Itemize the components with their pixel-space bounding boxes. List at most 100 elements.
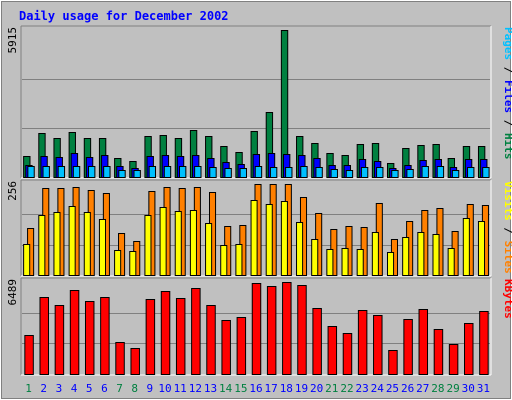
- pages-bar: [42, 166, 50, 178]
- kbytes-bar: [39, 297, 49, 375]
- chart-title: Daily usage for December 2002: [19, 9, 229, 23]
- pages-bar: [421, 166, 429, 178]
- day-label: 31: [477, 382, 490, 395]
- visits-bar: [189, 210, 197, 276]
- pages-bar: [27, 166, 35, 178]
- day-label: 10: [158, 382, 171, 395]
- pages-bar: [360, 167, 369, 178]
- visits-bar: [144, 215, 152, 276]
- kbytes-bar: [191, 288, 201, 375]
- visits-bar: [447, 248, 455, 276]
- visits-bar: [174, 211, 182, 276]
- middle-legend-text: Visits / Sites: [502, 181, 512, 274]
- kbytes-bar: [433, 329, 444, 375]
- pages-bar: [178, 166, 187, 178]
- day-label: 6: [101, 382, 108, 395]
- day-label: 8: [131, 382, 138, 395]
- day-label: 18: [280, 382, 293, 395]
- chart-panels: 5915 Pages / Files / Hits 256 Visits / Site…: [6, 25, 512, 376]
- kbytes-bar: [221, 320, 231, 375]
- day-label: 1: [25, 382, 32, 395]
- visits-bar: [432, 234, 440, 276]
- visits-bar: [114, 250, 122, 276]
- pages-bar: [163, 166, 172, 178]
- day-label: 11: [174, 382, 187, 395]
- pages-bar: [406, 169, 414, 178]
- kbytes-bar: [236, 317, 247, 375]
- pages-bar: [72, 166, 81, 178]
- x-axis-day-labels: 1 2 3 4 5 6 7 8 9 10 11 12 13 14 15 16 17 18 19 20 21 22 23 24 2…: [25, 382, 490, 395]
- bottom-legend-text: KBytes: [502, 279, 512, 319]
- day-label: 28: [431, 382, 444, 395]
- pages-bar: [269, 167, 278, 178]
- kbytes-bar: [282, 282, 292, 375]
- kbytes-bar: [100, 297, 110, 375]
- visits-bar: [386, 252, 395, 276]
- kbytes-bar: [115, 342, 125, 375]
- visits-bar: [235, 244, 243, 276]
- visits-bar: [98, 219, 106, 276]
- kbytes-bar: [464, 323, 474, 375]
- middle-panel: 256 Visits / Sites: [6, 179, 512, 277]
- pages-bar: [148, 166, 157, 178]
- day-label: 3: [56, 382, 63, 395]
- day-label: 4: [71, 382, 78, 395]
- kbytes-bar: [312, 308, 322, 375]
- day-label: 12: [189, 382, 202, 395]
- visits-bar: [159, 207, 167, 276]
- day-label: 24: [371, 382, 385, 395]
- day-label: 7: [116, 382, 123, 395]
- visits-bar: [23, 244, 31, 276]
- kbytes-bar: [266, 286, 277, 375]
- visits-bar: [265, 204, 273, 276]
- kbytes-bar: [403, 319, 413, 375]
- day-label: 17: [265, 382, 278, 395]
- day-label: 21: [325, 382, 338, 395]
- day-label: 9: [147, 382, 154, 395]
- kbytes-bar: [69, 290, 80, 375]
- visits-bar: [83, 212, 91, 276]
- day-label: 14: [219, 382, 233, 395]
- visits-bar: [250, 200, 258, 276]
- kbytes-bar: [160, 291, 171, 375]
- kbytes-bar: [388, 350, 398, 375]
- kbytes-bar: [24, 335, 34, 375]
- bottom-legend: KBytes: [502, 279, 512, 319]
- pages-bar: [88, 166, 96, 178]
- day-label: 30: [462, 382, 475, 395]
- visits-bar: [417, 232, 425, 276]
- legend-files: Files: [502, 80, 512, 113]
- kbytes-bar: [130, 348, 140, 375]
- pages-bar: [330, 169, 338, 178]
- visits-bar: [311, 239, 319, 276]
- pages-bar: [239, 168, 247, 178]
- legend-separator: /: [502, 221, 512, 241]
- top-legend: Pages / Files / Hits: [502, 27, 512, 160]
- pages-bar: [300, 166, 308, 178]
- visits-bar: [477, 221, 486, 276]
- kbytes-bar: [448, 344, 459, 375]
- day-label: 13: [204, 382, 217, 395]
- legend-pages: Pages: [502, 27, 512, 60]
- visits-bar: [341, 248, 349, 276]
- day-label: 20: [310, 382, 323, 395]
- bottom-panel: 6489 KBytes: [6, 277, 512, 376]
- visits-bar: [53, 212, 61, 276]
- bottom-ymax-label: 6489: [6, 279, 19, 306]
- pages-bar: [57, 166, 66, 178]
- kbytes-bar: [206, 305, 216, 375]
- day-label: 19: [295, 382, 308, 395]
- kbytes-bar: [479, 311, 489, 375]
- kbytes-bar: [84, 301, 95, 375]
- pages-bar: [451, 170, 460, 178]
- kbytes-bar: [327, 326, 338, 375]
- visits-bar: [402, 237, 410, 276]
- kbytes-bar: [342, 333, 353, 375]
- kbytes-bar: [297, 285, 307, 375]
- day-label: 16: [249, 382, 262, 395]
- middle-legend: Visits / Sites: [502, 181, 512, 274]
- top-legend-text: Pages / Files / Hits: [502, 27, 512, 160]
- kbytes-bar: [54, 305, 65, 375]
- pages-bar: [118, 170, 126, 178]
